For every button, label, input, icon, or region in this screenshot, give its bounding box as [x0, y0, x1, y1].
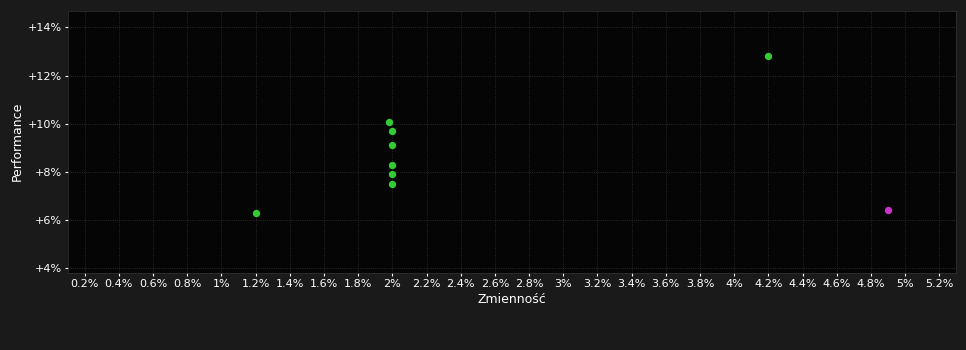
- Point: [248, 210, 264, 216]
- Point: [382, 120, 397, 125]
- Point: [384, 142, 400, 148]
- Point: [384, 162, 400, 167]
- Point: [760, 54, 776, 59]
- X-axis label: Zmienność: Zmienność: [477, 293, 547, 306]
- Point: [880, 208, 895, 213]
- Point: [384, 172, 400, 177]
- Y-axis label: Performance: Performance: [11, 102, 24, 181]
- Point: [384, 181, 400, 187]
- Point: [384, 128, 400, 134]
